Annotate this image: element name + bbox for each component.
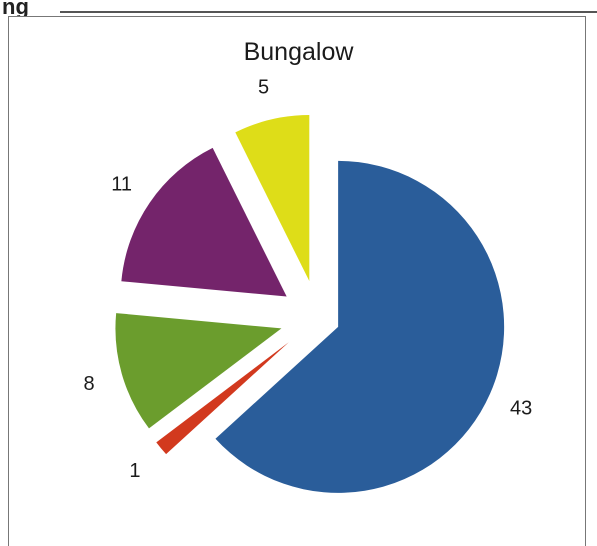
slice-data-label: 8 (84, 373, 95, 395)
cropped-heading-fragment: ng (2, 0, 29, 19)
pie-slice (115, 313, 282, 429)
pie-slice (156, 342, 289, 455)
heading-rule (60, 11, 597, 13)
pie-slice (235, 115, 310, 282)
pie-data-labels: 43 1 8 11 5 (84, 76, 533, 482)
slice-data-label: 43 (510, 398, 532, 420)
slice-data-label: 11 (111, 173, 132, 195)
slice-data-label: 5 (258, 76, 269, 98)
pie-slice (121, 147, 287, 297)
chart-title: Bungalow (243, 38, 354, 66)
slice-data-label: 1 (129, 460, 140, 482)
pie-slice (215, 160, 505, 493)
pie-slices (115, 115, 505, 493)
